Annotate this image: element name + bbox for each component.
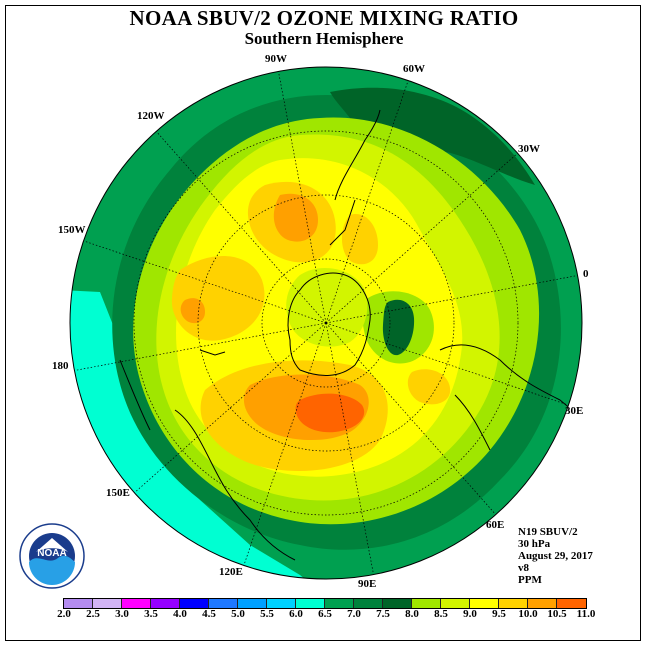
colorbar-swatch-8 xyxy=(296,599,325,608)
colorbar-swatch-3 xyxy=(151,599,180,608)
ozone-field xyxy=(70,67,582,579)
colorbar-label-2: 3.0 xyxy=(115,608,129,620)
version-label: v8 xyxy=(518,562,529,574)
colorbar-swatch-15 xyxy=(499,599,528,608)
lon-label-150w: 150W xyxy=(58,224,86,236)
colorbar xyxy=(63,598,587,609)
units-label: PPM xyxy=(518,574,542,586)
colorbar-swatch-12 xyxy=(412,599,441,608)
satellite-label: N19 SBUV/2 xyxy=(518,526,578,538)
colorbar-swatch-14 xyxy=(470,599,499,608)
colorbar-swatch-17 xyxy=(557,599,586,608)
colorbar-swatch-1 xyxy=(93,599,122,608)
colorbar-swatch-10 xyxy=(354,599,383,608)
info-block: N19 SBUV/2 30 hPa August 29, 2017 v8 PPM xyxy=(518,526,593,586)
colorbar-swatch-16 xyxy=(528,599,557,608)
colorbar-label-7: 5.5 xyxy=(260,608,274,620)
pressure-label: 30 hPa xyxy=(518,538,551,550)
lon-label-30e: 30E xyxy=(565,405,584,417)
colorbar-label-8: 6.0 xyxy=(289,608,303,620)
colorbar-label-16: 10.0 xyxy=(518,608,538,620)
lon-label-120e: 120E xyxy=(219,566,243,578)
colorbar-label-6: 5.0 xyxy=(231,608,245,620)
colorbar-swatch-0 xyxy=(64,599,93,608)
colorbar-label-13: 8.5 xyxy=(434,608,448,620)
colorbar-swatch-4 xyxy=(180,599,209,608)
lon-label-120w: 120W xyxy=(137,110,165,122)
colorbar-label-11: 7.5 xyxy=(376,608,390,620)
colorbar-swatch-13 xyxy=(441,599,470,608)
ozone-band-8-0-pole xyxy=(286,267,368,347)
lon-label-60w: 60W xyxy=(403,63,425,75)
lon-label-0: 0 xyxy=(583,268,589,280)
colorbar-swatch-7 xyxy=(267,599,296,608)
colorbar-label-10: 7.0 xyxy=(347,608,361,620)
colorbar-label-5: 4.5 xyxy=(202,608,216,620)
colorbar-label-0: 2.0 xyxy=(57,608,71,620)
colorbar-swatch-9 xyxy=(325,599,354,608)
colorbar-swatch-2 xyxy=(122,599,151,608)
ozone-band-9-0-d xyxy=(341,214,378,265)
map-frame xyxy=(5,5,641,641)
colorbar-label-1: 2.5 xyxy=(86,608,100,620)
noaa-logo: NOAA xyxy=(19,523,85,589)
ozone-band-9-5-c xyxy=(180,298,205,324)
colorbar-swatch-11 xyxy=(383,599,412,608)
ozone-band-9-5-a xyxy=(273,193,318,242)
ozone-band-9-0-e xyxy=(407,369,451,405)
colorbar-label-15: 9.5 xyxy=(492,608,506,620)
map-boundary xyxy=(69,66,583,580)
ozone-band-10-0 xyxy=(295,393,365,433)
colorbar-label-4: 4.0 xyxy=(173,608,187,620)
colorbar-label-9: 6.5 xyxy=(318,608,332,620)
colorbar-label-3: 3.5 xyxy=(144,608,158,620)
lon-label-180: 180 xyxy=(52,360,69,372)
graticule xyxy=(71,68,581,578)
chart-subtitle: Southern Hemisphere xyxy=(244,29,404,48)
colorbar-label-17: 10.5 xyxy=(547,608,567,620)
lon-label-60e: 60E xyxy=(486,519,505,531)
chart-title: NOAA SBUV/2 OZONE MIXING RATIO xyxy=(129,6,519,30)
coastlines xyxy=(119,109,579,561)
colorbar-label-14: 9.0 xyxy=(463,608,477,620)
colorbar-label-18: 11.0 xyxy=(576,608,596,620)
colorbar-swatch-5 xyxy=(209,599,238,608)
lon-label-150e: 150E xyxy=(106,487,130,499)
date-label: August 29, 2017 xyxy=(518,550,593,562)
colorbar-swatch-6 xyxy=(238,599,267,608)
lon-label-30w: 30W xyxy=(518,143,540,155)
logo-text: NOAA xyxy=(37,548,66,559)
ozone-band-6-5-pocket xyxy=(382,299,415,356)
colorbar-label-12: 8.0 xyxy=(405,608,419,620)
lon-label-90e: 90E xyxy=(358,578,377,590)
lon-label-90w: 90W xyxy=(265,53,287,65)
